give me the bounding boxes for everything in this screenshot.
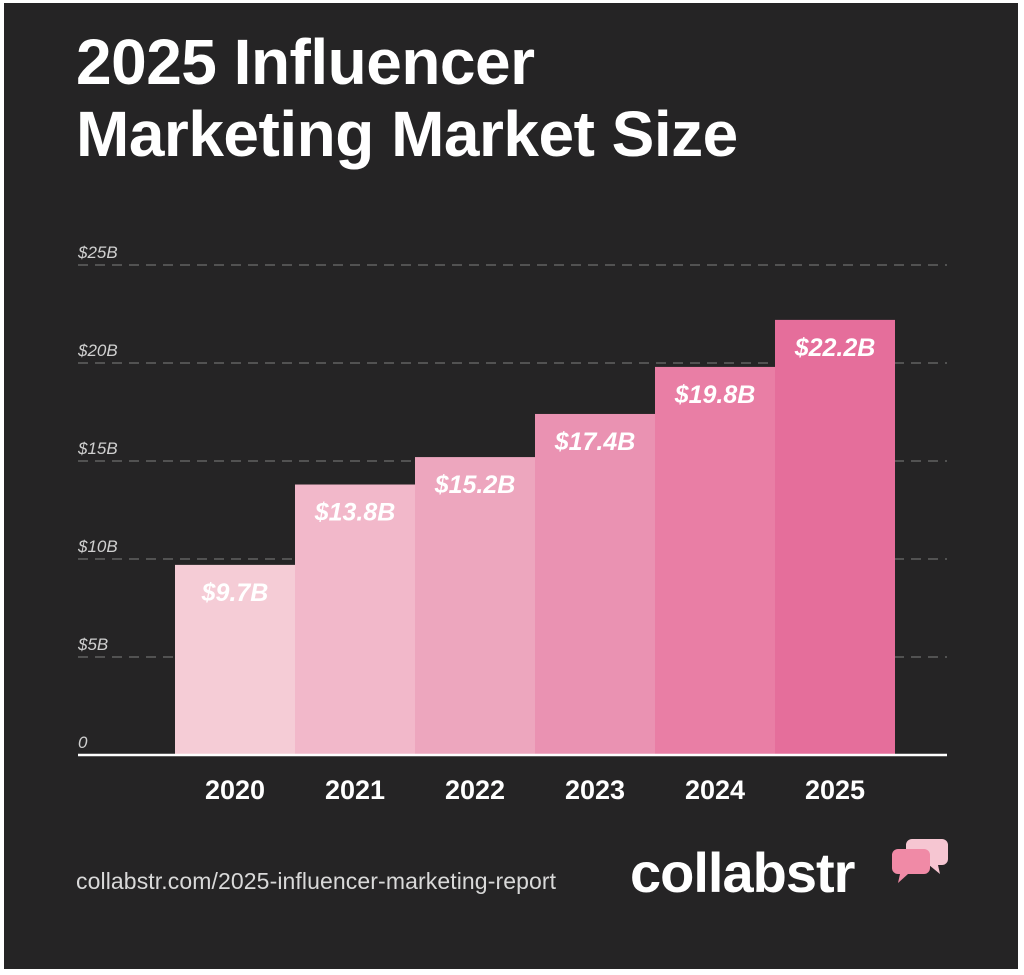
bar: [175, 564, 295, 755]
brand-logo-text: collabstr: [630, 841, 855, 904]
bar-data-label: $13.8B: [314, 499, 396, 527]
x-tick-label: 2024: [685, 775, 745, 805]
title-line-1: 2025 Influencer: [76, 26, 535, 98]
x-tick-label: 2021: [325, 775, 385, 805]
bar: [655, 366, 775, 755]
bar: [295, 484, 415, 755]
x-tick-label: 2025: [805, 775, 865, 805]
bar-data-label: $17.4B: [554, 428, 636, 456]
x-tick-label: 2022: [445, 775, 505, 805]
bar: [775, 319, 895, 755]
bar-data-label: $22.2B: [794, 334, 876, 362]
y-tick-label: $20B: [77, 341, 118, 360]
title-line-2: Marketing Market Size: [76, 98, 738, 170]
y-tick-label: $5B: [77, 635, 108, 654]
bar-data-label: $9.7B: [201, 579, 269, 607]
page-title: 2025 Influencer Marketing Market Size: [76, 26, 738, 170]
y-tick-label: $10B: [77, 537, 118, 556]
bar-data-label: $19.8B: [674, 381, 756, 409]
x-tick-label: 2023: [565, 775, 625, 805]
y-tick-label: $25B: [77, 243, 118, 262]
report-url: collabstr.com/2025-influencer-marketing-…: [76, 868, 557, 894]
speech-bubbles-icon: [892, 839, 948, 883]
y-tick-label: $15B: [77, 439, 118, 458]
bar: [415, 457, 535, 755]
y-tick-label: 0: [78, 733, 88, 752]
bar-data-label: $15.2B: [434, 471, 516, 499]
bar: [535, 413, 655, 755]
x-tick-label: 2020: [205, 775, 265, 805]
